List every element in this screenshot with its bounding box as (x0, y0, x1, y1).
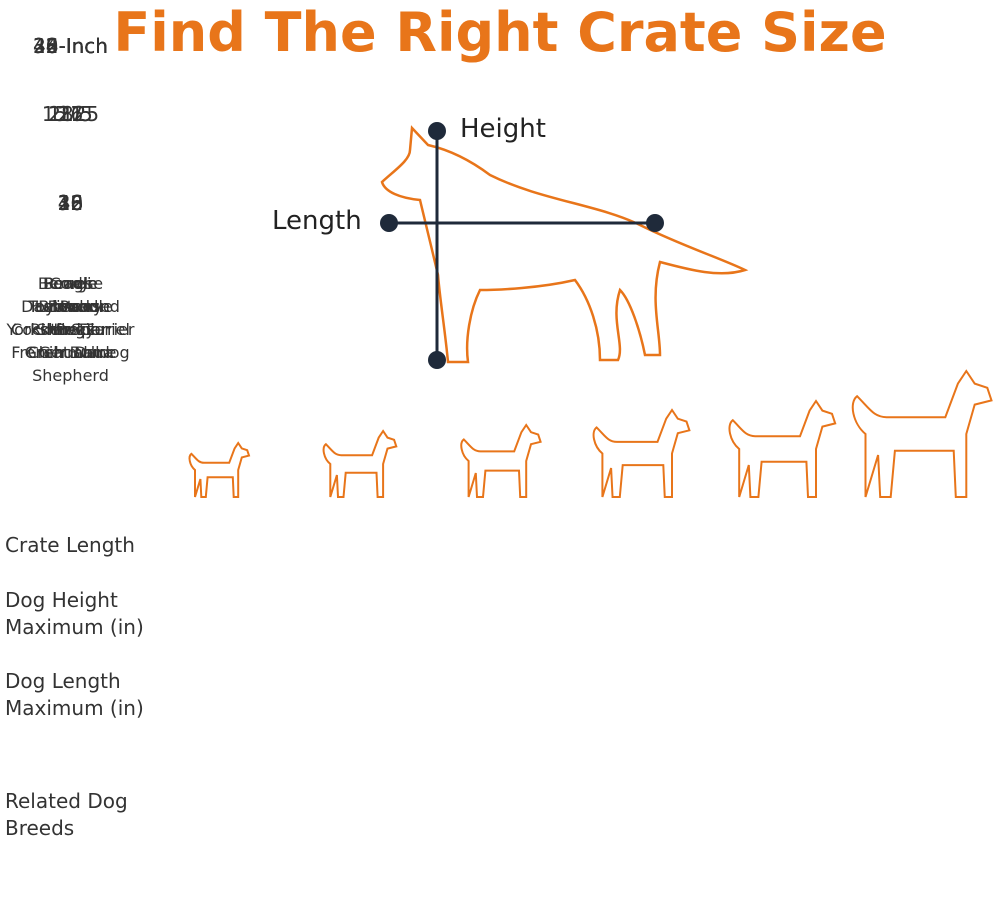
row-header: Related Dog Breeds (5, 789, 128, 840)
crate-length: 48-Inch (33, 34, 108, 58)
breeds: Corgi Brittany Cocker Spaniel French Bulldo… (0, 272, 141, 364)
breed: Beagle (42, 274, 99, 293)
measure-lines (389, 131, 655, 360)
title: Find The Right Crate Size (113, 1, 887, 64)
crate-length: 42-Inch (33, 34, 108, 58)
breed: Poodle (43, 274, 98, 293)
height-label: Height (460, 114, 546, 144)
dog-outline (380, 125, 749, 364)
dog-height-max: 11.5 (48, 102, 93, 126)
breed: Bernese (37, 274, 104, 293)
dog-height-max: 17 (57, 102, 84, 126)
breed: French Bulldog (11, 343, 130, 362)
row-header: Crate Length (5, 533, 135, 557)
breed: Havanese (30, 297, 111, 316)
dog-icons (188, 369, 993, 499)
breed: Yorkshire Terrier (6, 320, 135, 339)
row-header: Dog Height Maximum (in) (5, 588, 144, 639)
breeds: Beagle Dachschund Shih Tzu Chihuahua (0, 272, 141, 364)
dog-length-max: 18 (57, 191, 84, 215)
measure-dots (380, 122, 664, 369)
breed: Brittany (38, 297, 103, 316)
breed: Shih Tzu (36, 320, 105, 339)
breed: Rottweiler (30, 320, 111, 339)
dog-height-max: 15.25 (41, 102, 100, 126)
breeds: Poodle Boxer Husky German Shepherd (0, 272, 141, 387)
breed: Corgi (49, 274, 92, 293)
breed: Great Dane (24, 343, 117, 362)
dog-icon (188, 441, 251, 499)
row-header: Dog Length Maximum (in) (5, 669, 144, 720)
breed: Chihuahua (27, 343, 114, 362)
breed: German Shepherd (32, 343, 109, 385)
dog-height-max: 28.5 (48, 102, 93, 126)
dog-icon (592, 408, 691, 499)
breeds: Toy Poodle Yorkshire Terrier (0, 295, 141, 341)
dog-height-max: 26 (57, 102, 84, 126)
dog-length-max: 38 (57, 191, 84, 215)
dog-icon (728, 399, 837, 499)
dog-icon (460, 423, 542, 499)
dog-length-max: 20 (57, 191, 84, 215)
length-label: Length (272, 206, 362, 236)
breed: Toy Poodle (28, 297, 113, 316)
dog-icon (322, 429, 398, 499)
crate-length: 22-Inch (33, 34, 108, 58)
dog-icon (851, 369, 993, 498)
breed: Labrador (34, 297, 107, 316)
breeds: Havanese Pug (0, 295, 141, 341)
breed: Pug (55, 320, 86, 339)
breed: Boxer (47, 297, 94, 316)
crate-length: 24-Inch (33, 34, 108, 58)
dog-height-max: 21 (57, 102, 84, 126)
dog-length-max: 32 (57, 191, 84, 215)
breeds: Bernese Labrador Rottweiler Great Dane (0, 272, 141, 364)
breed: Husky (46, 320, 95, 339)
breed: Cocker Spaniel (11, 320, 130, 339)
dog-length-max: 26 (57, 191, 84, 215)
breed: Dachschund (21, 297, 120, 316)
crate-length: 36-Inch (33, 34, 108, 58)
dog-length-max: 46 (57, 191, 84, 215)
crate-length: 30-Inch (33, 34, 108, 58)
